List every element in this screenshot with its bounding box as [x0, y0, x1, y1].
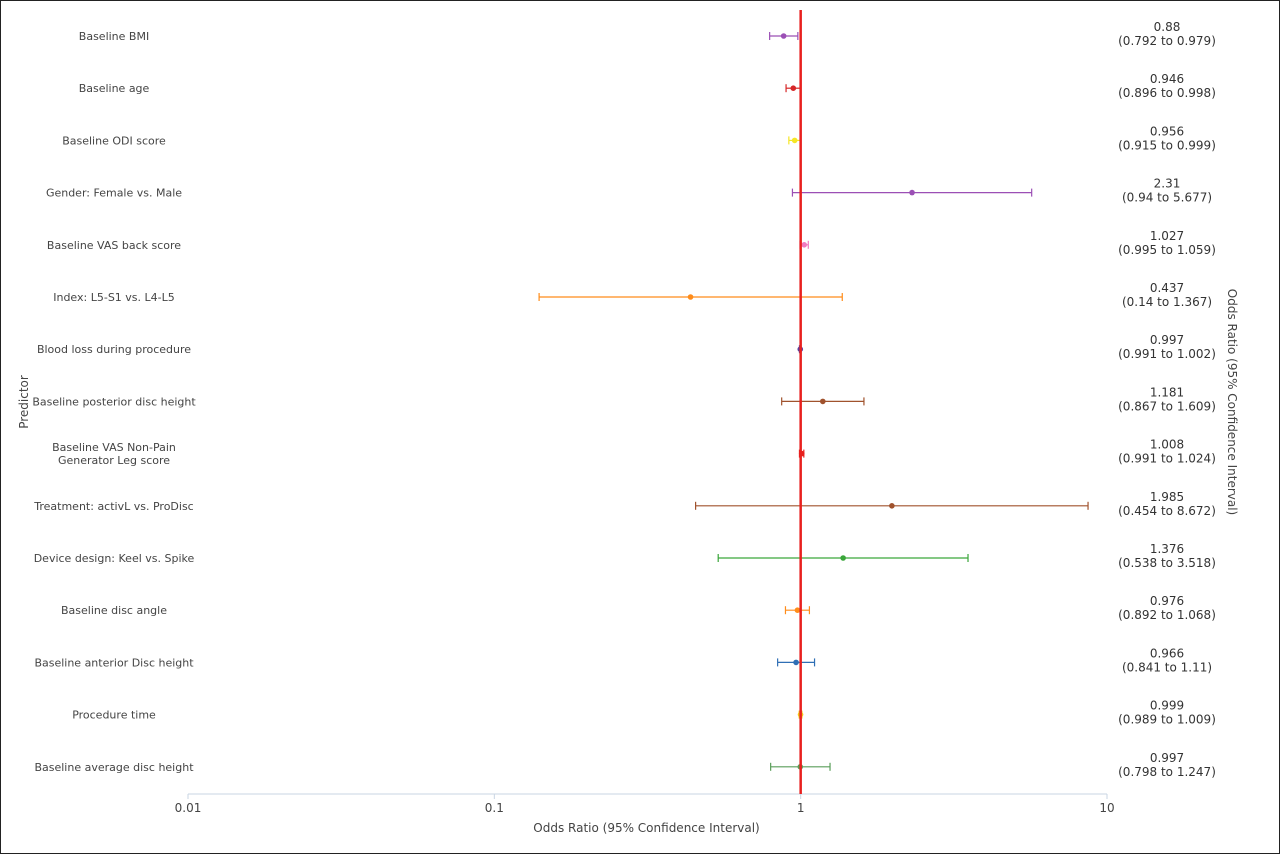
- forest-row: Baseline BMI 0.88(0.792 to 0.979): [79, 20, 1216, 48]
- x-ticks-layer: 0.01 0.1 1 10: [175, 794, 1115, 815]
- ci-value-label: (0.991 to 1.024): [1118, 452, 1216, 466]
- predictor-label: Gender: Female vs. Male: [46, 187, 182, 200]
- predictor-label: Baseline VAS Non-Pain Generator Leg score: [52, 441, 176, 467]
- or-value-label: 2.31: [1154, 177, 1181, 191]
- or-value-label: 0.976: [1150, 594, 1184, 608]
- ci-value-label: (0.915 to 0.999): [1118, 138, 1216, 152]
- ci-value-label: (0.454 to 8.672): [1118, 504, 1216, 518]
- ci-value-label: (0.94 to 5.677): [1122, 191, 1212, 205]
- x-tick-label: 10: [1099, 801, 1114, 815]
- ci-value-label: (0.995 to 1.059): [1118, 243, 1216, 257]
- predictor-label: Baseline BMI: [79, 30, 149, 43]
- forest-row: Treatment: activL vs. ProDisc 1.985(0.454…: [33, 490, 1216, 518]
- y-axis-title: Predictor: [17, 375, 31, 429]
- ci-value-label: (0.989 to 1.009): [1118, 713, 1216, 727]
- x-tick-label: 0.01: [175, 801, 202, 815]
- ci-value-label: (0.892 to 1.068): [1118, 608, 1216, 622]
- or-point: [794, 607, 801, 613]
- forest-row: Baseline anterior Disc height 0.966(0.841…: [34, 646, 1212, 674]
- predictor-label: Device design: Keel vs. Spike: [34, 552, 195, 565]
- or-value-label: 1.008: [1150, 438, 1184, 452]
- or-point: [793, 659, 799, 666]
- forest-row: Procedure time 0.999(0.989 to 1.009): [72, 699, 1216, 727]
- forest-row: Baseline ODI score 0.956(0.915 to 0.999): [62, 124, 1216, 152]
- or-point: [780, 33, 787, 39]
- or-point: [819, 398, 826, 405]
- forest-row: Index: L5-S1 vs. L4-L5 0.437(0.14 to 1.36…: [53, 281, 1212, 309]
- or-point: [909, 189, 915, 196]
- predictor-label: Treatment: activL vs. ProDisc: [33, 500, 193, 513]
- or-point: [801, 242, 808, 248]
- or-value-label: 0.88: [1154, 20, 1181, 34]
- ci-value-label: (0.896 to 0.998): [1118, 86, 1216, 100]
- ci-value-label: (0.867 to 1.609): [1118, 399, 1216, 413]
- or-value-label: 1.376: [1150, 542, 1184, 556]
- or-point: [791, 137, 798, 144]
- x-tick-label: 1: [797, 801, 805, 815]
- predictor-label: Procedure time: [72, 709, 156, 722]
- predictor-label: Baseline age: [79, 82, 150, 95]
- ci-value-label: (0.841 to 1.11): [1122, 660, 1212, 674]
- predictor-label: Baseline VAS back score: [47, 239, 181, 252]
- forest-row: Baseline disc angle 0.976(0.892 to 1.068): [61, 594, 1216, 622]
- predictor-label: Baseline posterior disc height: [32, 395, 196, 408]
- forest-row: Gender: Female vs. Male 2.31(0.94 to 5.67…: [46, 177, 1212, 205]
- forest-row: Baseline age 0.946(0.896 to 0.998): [79, 72, 1216, 100]
- ci-value-label: (0.538 to 3.518): [1118, 556, 1216, 570]
- or-value-label: 1.985: [1150, 490, 1184, 504]
- or-point: [840, 555, 846, 561]
- or-value-label: 0.437: [1150, 281, 1184, 295]
- or-point: [889, 503, 895, 509]
- ci-value-label: (0.792 to 0.979): [1118, 34, 1216, 48]
- predictor-label: Baseline disc angle: [61, 604, 167, 617]
- x-axis-title: Odds Ratio (95% Confidence Interval): [533, 821, 759, 835]
- forest-row: Baseline posterior disc height 1.181(0.86…: [32, 385, 1216, 413]
- ci-value-label: (0.798 to 1.247): [1118, 765, 1216, 779]
- x-tick-label: 0.1: [485, 801, 504, 815]
- or-value-label: 0.946: [1150, 72, 1184, 86]
- forest-row: Baseline average disc height 0.997(0.798 …: [34, 751, 1215, 779]
- or-point: [790, 85, 797, 91]
- or-value-label: 0.997: [1150, 333, 1184, 347]
- predictor-label: Baseline anterior Disc height: [34, 656, 194, 669]
- or-value-label: 1.027: [1150, 229, 1184, 243]
- or-value-label: 0.997: [1150, 751, 1184, 765]
- predictor-label: Baseline average disc height: [34, 761, 194, 774]
- right-axis-title: Odds Ratio (95% Confidence Interval): [1225, 289, 1239, 515]
- predictor-label: Blood loss during procedure: [37, 343, 191, 356]
- predictor-label: Index: L5-S1 vs. L4-L5: [53, 291, 175, 304]
- or-point: [687, 294, 694, 300]
- predictor-label: Baseline ODI score: [62, 134, 166, 147]
- forest-row: Baseline VAS back score 1.027(0.995 to 1.…: [47, 229, 1216, 257]
- ci-value-label: (0.14 to 1.367): [1122, 295, 1212, 309]
- forest-row: Device design: Keel vs. Spike 1.376(0.538…: [34, 542, 1216, 570]
- or-value-label: 1.181: [1150, 385, 1184, 399]
- or-value-label: 0.966: [1150, 646, 1184, 660]
- ci-value-label: (0.991 to 1.002): [1118, 347, 1216, 361]
- forest-row: Blood loss during procedure 0.997(0.991 t…: [37, 333, 1216, 361]
- or-value-label: 0.956: [1150, 124, 1184, 138]
- or-value-label: 0.999: [1150, 699, 1184, 713]
- forest-row: Baseline VAS Non-Pain Generator Leg score…: [52, 438, 1216, 468]
